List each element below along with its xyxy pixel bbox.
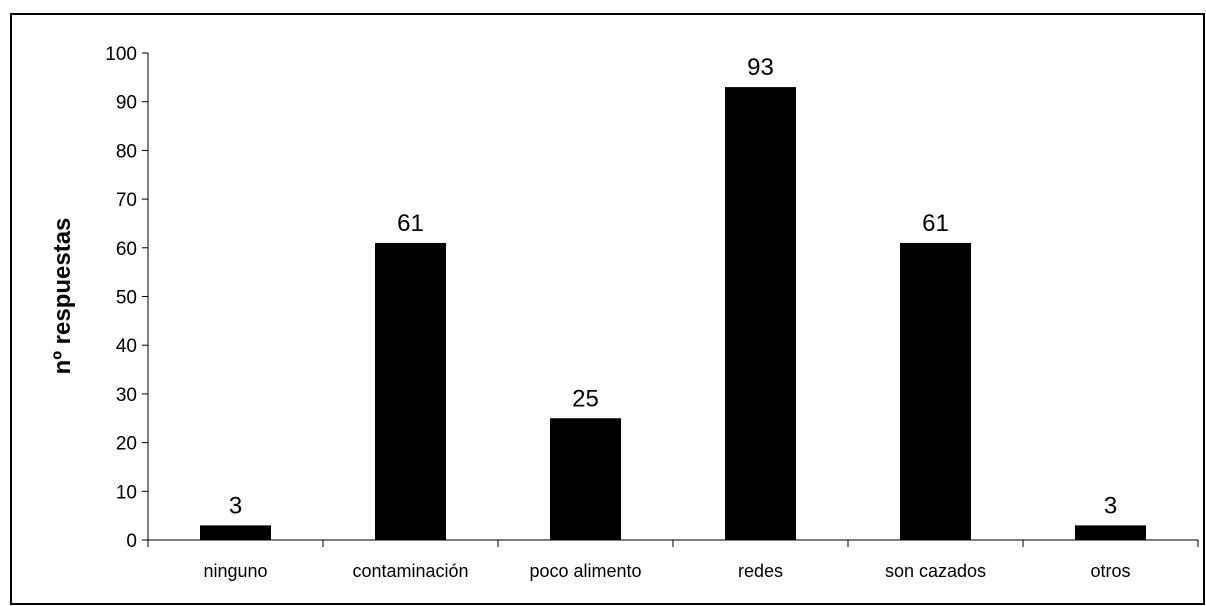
x-category-label: redes bbox=[738, 561, 783, 581]
y-tick-label: 100 bbox=[105, 44, 137, 65]
y-tick-label: 40 bbox=[116, 336, 137, 357]
y-tick-label: 80 bbox=[116, 141, 137, 162]
data-label: 61 bbox=[922, 210, 949, 237]
bar bbox=[550, 418, 621, 540]
x-category-label: otros bbox=[1090, 561, 1130, 581]
y-tick-label: 0 bbox=[126, 531, 137, 552]
bar bbox=[200, 525, 271, 540]
bars bbox=[200, 87, 1146, 540]
data-label: 25 bbox=[572, 385, 599, 412]
y-tick-label: 20 bbox=[116, 434, 137, 455]
y-tick-label: 70 bbox=[116, 190, 137, 211]
x-category-label: poco alimento bbox=[529, 561, 641, 581]
data-label: 3 bbox=[1104, 492, 1117, 519]
bar bbox=[375, 242, 446, 540]
data-label: 61 bbox=[397, 210, 424, 237]
x-category-label: contaminación bbox=[352, 561, 468, 581]
bar bbox=[900, 242, 971, 540]
y-tick-label: 60 bbox=[116, 239, 137, 260]
bar bbox=[725, 87, 796, 540]
y-axis-title: nº respuestas bbox=[49, 218, 76, 375]
y-axis-ticks: 0 10 20 30 40 50 60 70 80 90 100 bbox=[105, 44, 148, 552]
x-category-label: ninguno bbox=[203, 561, 267, 581]
bar bbox=[1075, 525, 1146, 540]
x-axis-ticks: ninguno contaminación poco alimento redes so… bbox=[147, 540, 1199, 581]
y-tick-label: 50 bbox=[116, 288, 137, 309]
y-tick-label: 90 bbox=[116, 93, 137, 114]
data-label: 3 bbox=[229, 492, 242, 519]
data-label: 93 bbox=[747, 54, 774, 81]
data-labels: 3 61 25 93 61 3 bbox=[229, 54, 1117, 519]
y-tick-label: 30 bbox=[116, 385, 137, 406]
x-category-label: son cazados bbox=[885, 561, 986, 581]
y-tick-label: 10 bbox=[116, 482, 137, 503]
